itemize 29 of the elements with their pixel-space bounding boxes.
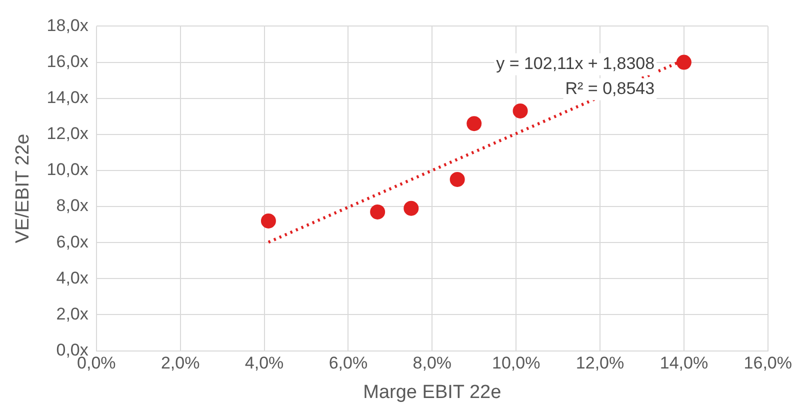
- annotation: R² = 0,8543: [565, 78, 655, 98]
- annotation: y = 102,11x + 1,8308: [496, 54, 655, 73]
- x-tick-label: 16,0%: [744, 354, 792, 373]
- x-tick-label: 10,0%: [492, 354, 540, 373]
- y-tick-label: 2,0x: [56, 304, 89, 324]
- y-tick-label: 18,0x: [46, 16, 89, 35]
- x-tick-label: 4,0%: [244, 354, 284, 373]
- y-tick-label: 4,0x: [56, 268, 89, 288]
- x-tick-label: 8,0%: [412, 354, 452, 373]
- y-tick-label: 0,0x: [56, 340, 89, 360]
- y-tick-label: 12,0x: [46, 124, 89, 144]
- x-tick-label: 6,0%: [328, 354, 368, 373]
- y-tick-label: 8,0x: [56, 196, 89, 216]
- point: [404, 200, 419, 216]
- y-tick-label: 10,0x: [46, 160, 89, 180]
- x-tick-label: 2,0%: [160, 354, 200, 373]
- point: [370, 204, 386, 220]
- y-tick-label: 16,0x: [46, 52, 89, 71]
- x-axis-title: Marge EBIT 22e: [363, 382, 502, 403]
- point: [512, 103, 528, 118]
- x-tick-label: 12,0%: [576, 354, 624, 373]
- point: [260, 213, 276, 228]
- point: [676, 54, 692, 70]
- y-axis-title: VE/EBIT 22e: [12, 134, 34, 244]
- point: [466, 116, 482, 132]
- y-tick-label: 6,0x: [56, 232, 89, 252]
- point: [450, 172, 465, 187]
- y-tick-label: 14,0x: [46, 88, 89, 108]
- x-tick-label: 14,0%: [660, 354, 708, 373]
